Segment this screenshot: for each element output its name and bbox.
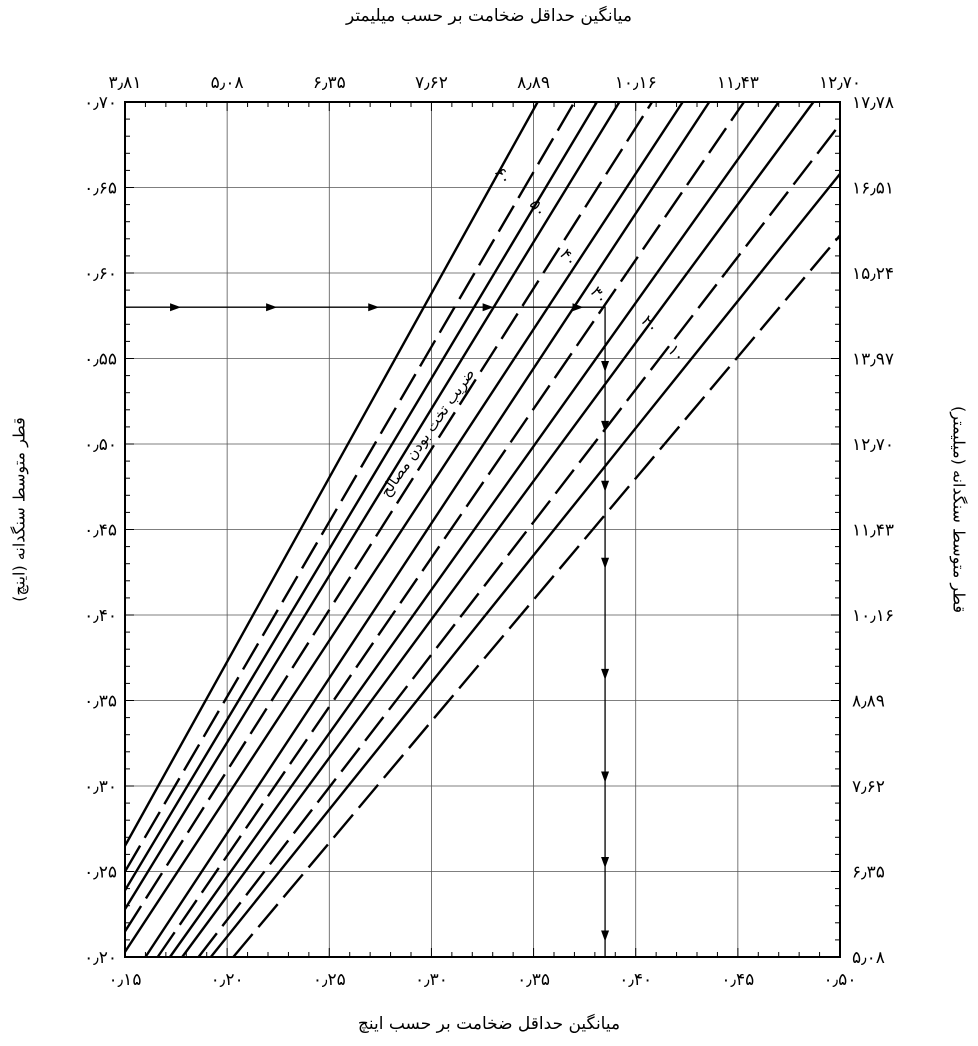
x-top-tick-label: ۱۰٫۱۶ (615, 73, 657, 93)
y-right-tick-label: ۸٫۸۹ (852, 692, 885, 712)
y-right-tick-label: ۱۱٫۴۳ (852, 521, 894, 541)
y-left-tick-label: ۰٫۲۵ (84, 863, 117, 883)
x-tick-label: ۰٫۳۰ (415, 970, 448, 990)
y-left-tick-label: ۰٫۲۰ (84, 948, 117, 968)
x-top-tick-label: ۸٫۸۹ (517, 73, 550, 93)
series-line-7 (156, 101, 745, 958)
y-left-tick-label: ۰٫۴۵ (84, 521, 117, 541)
series-label: ۲۰ (637, 311, 663, 336)
x-top-tick-label: ۷٫۶۲ (415, 73, 448, 93)
left-axis-title: قطر متوسط سنگدانه (اینچ) (9, 417, 29, 602)
y-left-tick-label: ۰٫۶۵ (84, 179, 117, 199)
guide-arrow-right (170, 303, 182, 312)
guide-arrow-right (368, 303, 380, 312)
y-right-tick-label: ۱۳٫۹۷ (852, 350, 894, 370)
series-line-1 (123, 101, 576, 873)
y-right-tick-label: ۱۲٫۷۰ (852, 435, 894, 455)
guide-arrow-down (601, 930, 610, 942)
series-label: ۱۰ (664, 341, 690, 366)
x-top-tick-label: ۱۱٫۴۳ (717, 73, 759, 93)
series-line-5 (123, 101, 684, 953)
y-left-tick-label: ۰٫۵۰ (84, 435, 117, 455)
y-right-tick-label: ۷٫۶۲ (852, 777, 885, 797)
series-line-4 (123, 101, 654, 932)
x-tick-label: ۰٫۲۵ (313, 970, 346, 990)
y-right-tick-label: ۵٫۰۸ (852, 948, 885, 968)
guide-line (125, 306, 606, 957)
series-line-8 (168, 101, 780, 958)
guide-arrow-down (601, 771, 610, 783)
x-tick-label: ۰٫۴۰ (619, 970, 652, 990)
y-left-tick-label: ۰٫۶۰ (84, 264, 117, 284)
y-left-tick-label: ۰٫۷۰ (84, 93, 117, 113)
x-top-tick-label: ۳٫۸۱ (109, 73, 142, 93)
guide-arrow-down (601, 557, 610, 569)
series-line-9 (181, 101, 815, 958)
guide-path (125, 303, 610, 957)
y-right-tick-label: ۱۵٫۲۴ (852, 264, 894, 284)
y-left-tick-label: ۰٫۳۰ (84, 777, 117, 797)
guide-arrow-right (266, 303, 278, 312)
series-line-0 (123, 101, 539, 847)
guide-arrow-down (601, 420, 610, 432)
y-right-tick-label: ۶٫۳۵ (852, 863, 885, 883)
x-tick-label: ۰٫۵۰ (824, 970, 857, 990)
plot-frame (124, 101, 841, 958)
x-top-tick-label: ۵٫۰۸ (211, 73, 244, 93)
series-line-2 (123, 101, 598, 891)
y-right-tick-label: ۱۶٫۵۱ (852, 179, 894, 199)
x-tick-label: ۰٫۳۵ (517, 970, 550, 990)
series-lines (123, 101, 841, 958)
series-label: ۶۰ (491, 163, 516, 188)
x-tick-label: ۰٫۲۰ (211, 970, 244, 990)
y-right-tick-label: ۱۷٫۷۸ (852, 93, 894, 113)
guide-arrow-down (601, 668, 610, 680)
y-left-tick-label: ۰٫۴۰ (84, 606, 117, 626)
series-line-3 (123, 101, 621, 910)
series-line-11 (209, 173, 841, 958)
guide-arrow-down (601, 856, 610, 868)
series-line-10 (197, 123, 841, 958)
guide-arrow-down (601, 361, 610, 373)
y-left-tick-label: ۰٫۵۵ (84, 350, 117, 370)
grid (125, 102, 840, 957)
x-top-tick-label: ۶٫۳۵ (313, 73, 346, 93)
series-line-12 (232, 234, 841, 958)
x-axis-title: میانگین حداقل ضخامت بر حسب اینچ (357, 1014, 621, 1034)
series-label: ۳۰ (586, 283, 612, 308)
tick-labels: ۰٫۱۵ ۰٫۲۰ ۰٫۲۵ ۰٫۳۰ ۰٫۳۵ ۰٫۴۰ ۰٫۴۵ ۰٫۵۰۳٫۸۱ ۵٫۰۸… (84, 73, 894, 990)
x-top-tick-label: ۱۲٫۷۰ (819, 73, 861, 93)
right-axis-title: قطر متوسط سنگدانه (میلیمتر) (949, 406, 969, 613)
guide-arrow-right (482, 303, 494, 312)
x-tick-label: ۰٫۴۵ (721, 970, 754, 990)
guide-arrow-right (572, 303, 584, 312)
x-tick-label: ۰٫۱۵ (109, 970, 142, 990)
series-line-6 (144, 101, 711, 958)
top-axis-title: میانگین حداقل ضخامت بر حسب میلیمتر (346, 6, 632, 26)
y-left-tick-label: ۰٫۳۵ (84, 692, 117, 712)
guide-arrow-down (601, 480, 610, 492)
y-right-tick-label: ۱۰٫۱۶ (852, 606, 894, 626)
